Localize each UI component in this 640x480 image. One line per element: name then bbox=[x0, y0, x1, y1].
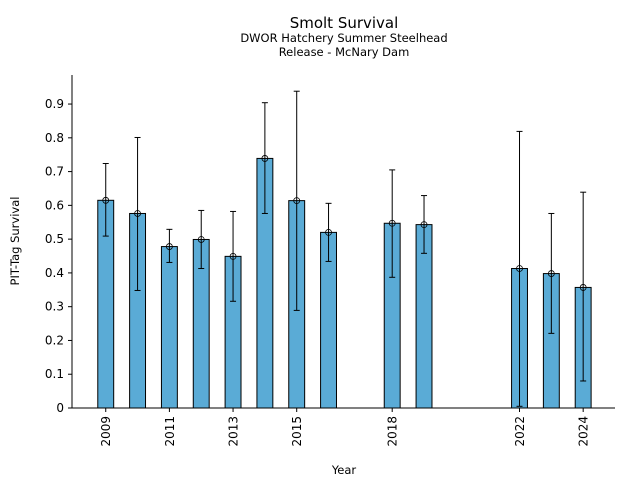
point-marker-2011 bbox=[165, 243, 173, 250]
point-marker-2016 bbox=[325, 228, 332, 236]
y-tick-label: 0.7 bbox=[45, 165, 64, 179]
y-tick-label: 0 bbox=[56, 401, 64, 415]
x-tick-label: 2009 bbox=[99, 416, 113, 447]
x-tick-label: 2013 bbox=[227, 416, 241, 447]
point-marker-2023 bbox=[547, 270, 555, 277]
chart-title: Smolt Survival bbox=[290, 14, 399, 32]
chart-subtitle-line-2: Release - McNary Dam bbox=[279, 45, 410, 59]
point-marker-2013 bbox=[229, 252, 237, 260]
y-tick-label: 0.2 bbox=[45, 333, 64, 347]
y-tick-label: 0.5 bbox=[45, 232, 64, 246]
x-tick-label: 2022 bbox=[513, 416, 527, 447]
y-tick-label: 0.8 bbox=[45, 131, 64, 145]
point-marker-2019 bbox=[420, 221, 428, 229]
x-tick-label: 2011 bbox=[163, 416, 177, 447]
point-marker-2009 bbox=[102, 196, 110, 204]
x-tick-label: 2024 bbox=[577, 416, 591, 447]
y-tick-label: 0.9 bbox=[45, 97, 64, 111]
point-marker-2022 bbox=[516, 265, 523, 272]
y-tick-label: 0.6 bbox=[45, 198, 64, 212]
chart-subtitle-line-1: DWOR Hatchery Summer Steelhead bbox=[240, 31, 447, 45]
y-tick-label: 0.1 bbox=[45, 367, 64, 381]
point-marker-2024 bbox=[579, 284, 587, 291]
y-tick-label: 0.4 bbox=[45, 266, 64, 280]
y-axis-label: PIT-Tag Survival bbox=[8, 197, 22, 286]
axes-group: 0 0.1 0.2 0.3 0.4 0.5 0.6 0.7 0.8 0.9 2009 2011 2013… bbox=[45, 75, 615, 447]
x-axis-label: Year bbox=[331, 463, 357, 477]
bars-group bbox=[97, 157, 592, 409]
x-tick-label: 2015 bbox=[290, 416, 304, 447]
point-marker-2014 bbox=[261, 155, 269, 162]
point-marker-2015 bbox=[293, 197, 301, 205]
error-bars-group bbox=[102, 90, 587, 407]
y-tick-label: 0.3 bbox=[45, 300, 64, 314]
point-marker-2010 bbox=[134, 210, 141, 217]
bar-2011 bbox=[160, 246, 178, 409]
x-tick-label: 2018 bbox=[386, 416, 400, 447]
point-marker-2012 bbox=[197, 236, 205, 243]
point-marker-2018 bbox=[388, 219, 396, 227]
